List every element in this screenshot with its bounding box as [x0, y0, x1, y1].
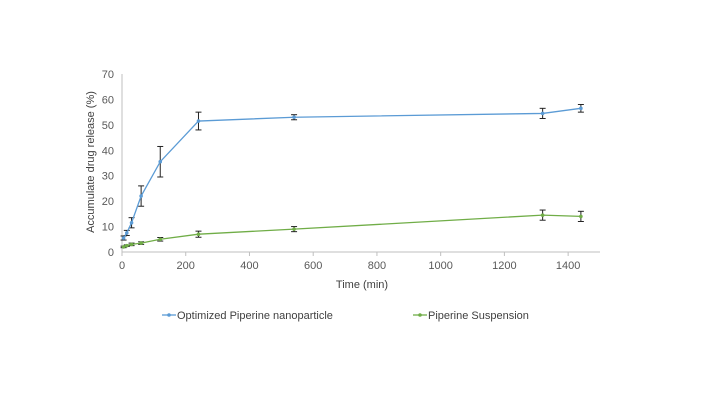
y-tick-label: 70 — [102, 69, 114, 81]
x-tick-label: 1400 — [556, 260, 580, 272]
data-point — [129, 242, 134, 247]
series-line — [123, 214, 581, 248]
y-axis-ticks: 0 10 20 30 40 50 60 70 — [102, 69, 114, 259]
data-point — [124, 243, 129, 248]
x-tick-label: 200 — [177, 260, 195, 272]
axes — [121, 74, 600, 253]
y-tick-label: 40 — [102, 145, 114, 157]
x-tick-label: 400 — [240, 260, 258, 272]
x-tick-label: 600 — [304, 260, 322, 272]
y-tick-label: 10 — [102, 222, 114, 234]
y-tick-label: 0 — [108, 247, 114, 259]
data-point — [579, 214, 583, 219]
series-1 — [120, 104, 584, 241]
plot-area — [120, 104, 584, 249]
legend-label: Optimized Piperine nanoparticle — [177, 310, 333, 322]
data-point — [540, 213, 545, 217]
data-point — [158, 159, 163, 164]
y-tick-label: 50 — [102, 120, 114, 132]
legend-item-1: Optimized Piperine nanoparticle — [162, 310, 333, 322]
x-tick-label: 800 — [368, 260, 386, 272]
data-point — [139, 241, 143, 245]
x-axis-title: Time (min) — [336, 279, 388, 291]
y-tick-label: 30 — [102, 171, 114, 183]
data-point — [139, 194, 143, 198]
series-line — [123, 107, 581, 239]
x-axis-ticks: 0 200 400 600 800 1000 1200 1400 — [119, 252, 580, 272]
data-point — [158, 237, 163, 242]
legend: Optimized Piperine nanoparticle Piperine … — [162, 310, 529, 322]
legend-marker — [167, 313, 171, 317]
legend-item-2: Piperine Suspension — [413, 310, 529, 322]
data-point — [124, 231, 129, 235]
data-point — [196, 119, 201, 123]
data-point — [540, 111, 545, 116]
data-point — [292, 227, 296, 231]
data-point — [129, 220, 134, 225]
y-tick-label: 60 — [102, 94, 114, 106]
data-point — [121, 236, 126, 240]
y-tick-label: 20 — [102, 196, 114, 208]
legend-marker — [418, 313, 422, 317]
legend-label: Piperine Suspension — [428, 310, 529, 322]
y-axis-title: Accumulate drug release (%) — [85, 91, 97, 233]
data-point — [579, 106, 583, 111]
series-2 — [120, 209, 584, 249]
data-point — [121, 245, 126, 249]
data-point — [292, 115, 296, 120]
x-tick-label: 1000 — [428, 260, 452, 272]
x-tick-label: 0 — [119, 260, 125, 272]
x-tick-label: 1200 — [492, 260, 516, 272]
data-point — [196, 232, 201, 236]
